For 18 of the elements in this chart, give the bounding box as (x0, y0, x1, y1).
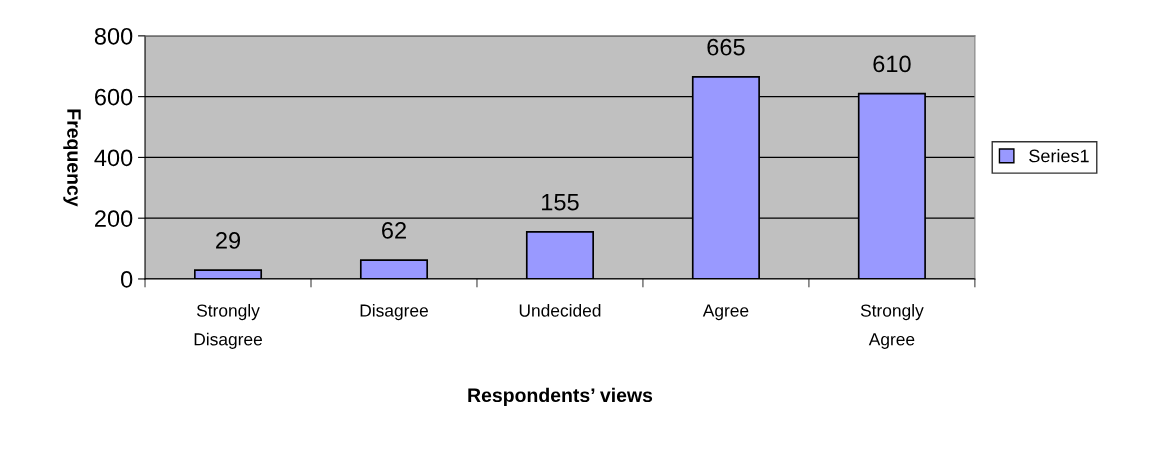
data-label: 665 (707, 38, 745, 56)
x-tick-label: Undecided (519, 303, 601, 317)
x-tick-label: Agree (702, 304, 749, 321)
data-label: 155 (542, 194, 579, 211)
y-tick-label: 200 (95, 210, 133, 227)
y-axis-title: Frequency (63, 109, 81, 207)
x-tick-label: Strongly Agree (860, 303, 924, 349)
y-tick-label: 800 (94, 27, 133, 45)
legend-label: Series1 (1029, 149, 1089, 163)
data-label: 29 (216, 232, 241, 249)
y-tick-label: 600 (95, 88, 133, 106)
data-label: 62 (382, 222, 406, 239)
x-tick-label: Strongly Disagree (194, 303, 262, 349)
y-tick-label: 400 (94, 149, 133, 167)
x-tick-label: Disagree (360, 303, 428, 321)
y-tick-label: 0 (121, 271, 133, 288)
x-axis-title: Respondents’ views (468, 387, 653, 406)
data-label: 610 (873, 55, 911, 73)
